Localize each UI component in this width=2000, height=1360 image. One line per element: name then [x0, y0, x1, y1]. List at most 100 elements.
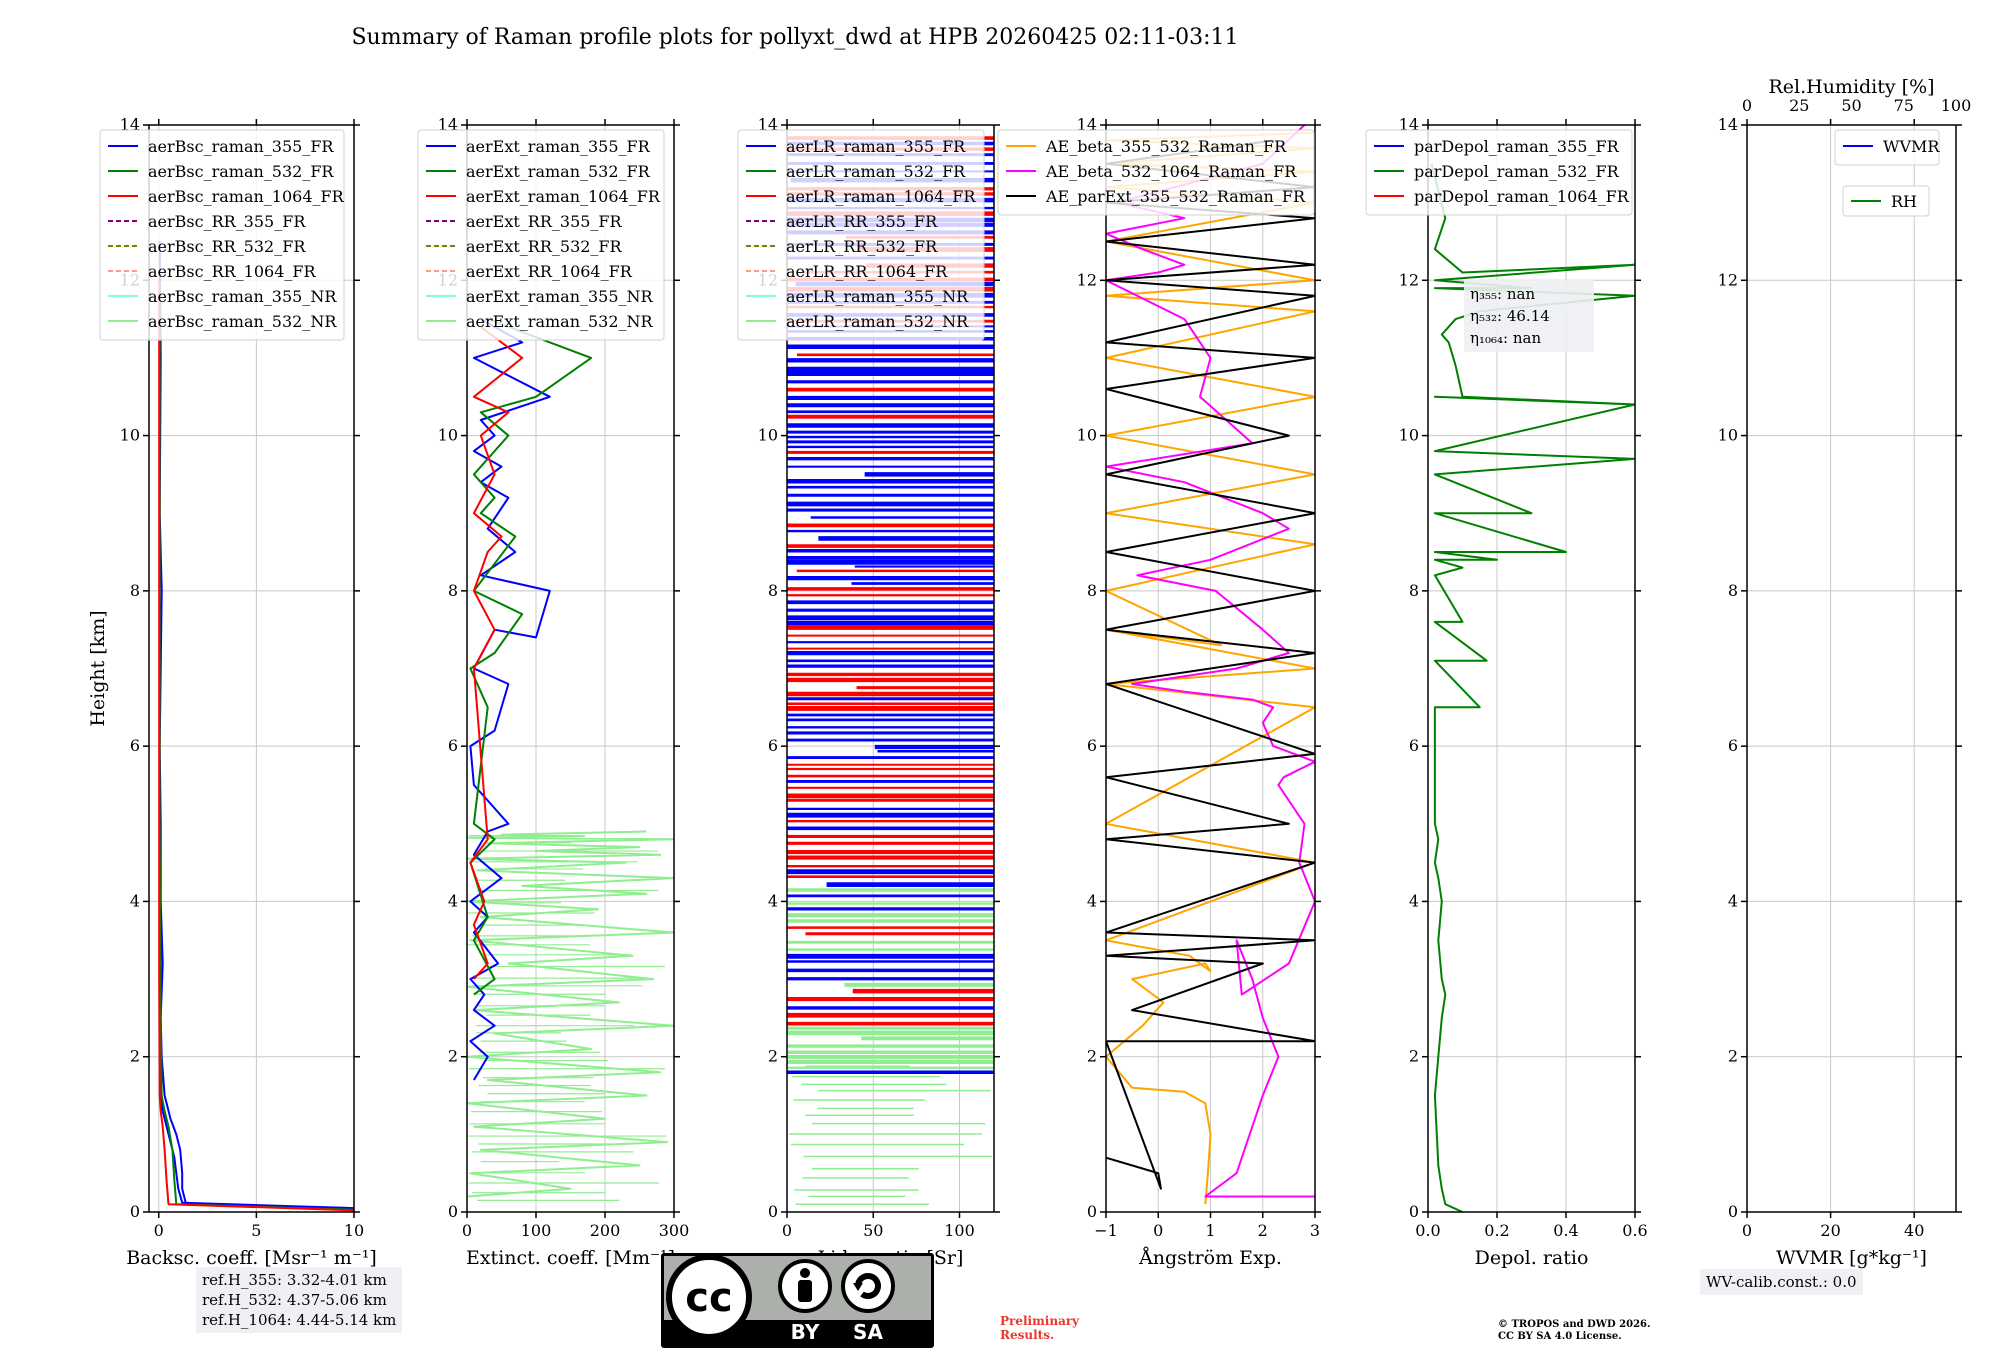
legend-label: aerLR_raman_532_NR	[786, 312, 969, 331]
y-tick-label: 0	[448, 1202, 458, 1221]
top-tick-label: 100	[1941, 96, 1972, 115]
x-tick-label: 3	[1310, 1221, 1320, 1240]
preliminary-results-note: Preliminary Results.	[1000, 1314, 1079, 1342]
y-tick-label: 10	[1077, 426, 1097, 445]
wv-calibration-constant: WV-calib.const.: 0.0	[1706, 1273, 1857, 1291]
top-tick-label: 25	[1789, 96, 1809, 115]
y-tick-label: 12	[1077, 270, 1097, 289]
x-tick-label: 100	[944, 1221, 975, 1240]
legend-label-rh: RH	[1891, 192, 1917, 211]
plot-area-depolarization	[1430, 163, 1635, 1212]
panel-lidar_ratio: 02468101214050100Lidar ratio [Sr]aerLR_r…	[737, 115, 1000, 1269]
preliminary-line-2: Results.	[1000, 1328, 1055, 1342]
legend-label: aerExt_raman_532_NR	[466, 312, 654, 331]
series-parDepol_raman_532_FR	[1430, 163, 1635, 1212]
legend-label: aerBsc_raman_532_NR	[148, 312, 337, 331]
panel-depolarization: 0 2 4 6 8 10 12 14 0.0 0.2 0.4 0.6 Depol. ratio parDe…	[1365, 115, 1648, 1269]
y-tick-label: 0	[1087, 1202, 1097, 1221]
wv-calibration-box: WV-calib.const.: 0.0	[1700, 1269, 1863, 1295]
plot-area-extinction	[467, 318, 674, 1201]
figure-title: Summary of Raman profile plots for polly…	[351, 25, 1238, 50]
x-tick-label: 40	[1904, 1221, 1924, 1240]
y-tick-label: 4	[1409, 891, 1419, 910]
x-tick-label: 2	[1258, 1221, 1268, 1240]
y-tick-label: 2	[130, 1047, 140, 1066]
series-aerBsc_raman_532_FR	[158, 280, 354, 1211]
legend-label: aerExt_raman_1064_FR	[466, 187, 661, 206]
legend-angstrom: AE_beta_355_532_Raman_FR AE_beta_532_1064…	[997, 129, 1315, 216]
legend-extinction: aerExt_raman_355_FR aerExt_raman_532_FRae…	[417, 129, 665, 341]
legend-depolarization: parDepol_raman_355_FR parDepol_raman_532_…	[1365, 129, 1633, 216]
y-tick-label: 4	[1087, 891, 1097, 910]
top-tick-label: 0	[1742, 96, 1752, 115]
panel-extinction: 024681012140100200300Extinct. coeff. [Mm…	[417, 115, 690, 1269]
y-tick-label: 14	[1718, 115, 1738, 134]
y-tick-label: 6	[130, 736, 140, 755]
x-tick-label: 0.4	[1553, 1221, 1578, 1240]
x-axis-label: Ångström Exp.	[1138, 1247, 1282, 1269]
y-tick-label: 8	[1087, 581, 1097, 600]
top-tick-label: 50	[1841, 96, 1861, 115]
legend-box	[417, 129, 665, 341]
y-tick-label: 14	[438, 115, 458, 134]
y-tick-label: 0	[1409, 1202, 1419, 1221]
eta-line: η₃₅₅: nan	[1470, 285, 1535, 303]
x-tick-label: 0	[1153, 1221, 1163, 1240]
legend-label: aerLR_RR_355_FR	[786, 212, 938, 231]
y-tick-label: 6	[448, 736, 458, 755]
legend-label: aerLR_raman_355_FR	[786, 137, 966, 156]
cc-by-label: BY	[791, 1320, 820, 1344]
legend-label: parDepol_raman_1064_FR	[1414, 187, 1630, 206]
legend-backscatter: aerBsc_raman_355_FR aerBsc_raman_532_FRae…	[99, 129, 345, 341]
share-alike-icon	[841, 1259, 895, 1313]
y-tick-label: 12	[1399, 270, 1419, 289]
series-AE_beta_532_1064_Raman_FR	[1106, 125, 1315, 1198]
cc-license-badge: cc BY SA	[661, 1253, 934, 1348]
top-axis-label: Rel.Humidity [%]	[1768, 76, 1934, 98]
legend-box	[99, 129, 345, 341]
x-tick-label: 200	[590, 1221, 621, 1240]
legend-label: aerExt_raman_532_FR	[466, 162, 651, 181]
x-tick-label: 100	[521, 1221, 552, 1240]
legend-box-rh	[1842, 185, 1930, 217]
y-tick-label: 14	[1399, 115, 1419, 134]
legend-box	[997, 129, 1315, 216]
ref-height-532: ref.H_532: 4.37-5.06 km	[202, 1291, 387, 1309]
x-tick-label: 0.0	[1415, 1221, 1440, 1240]
y-tick-label: 12	[1718, 270, 1738, 289]
cc-logo-text: cc	[685, 1275, 732, 1321]
copyright-line-1: © TROPOS and DWD 2026.	[1498, 1319, 1651, 1330]
legend-water_vapor: WVMR RH	[1834, 129, 1940, 217]
series-aerBsc_raman_1064_FR	[158, 280, 354, 1212]
y-tick-label: 4	[448, 891, 458, 910]
legend-label: aerExt_RR_355_FR	[466, 212, 623, 231]
y-tick-label: 8	[130, 581, 140, 600]
y-tick-label: 14	[758, 115, 778, 134]
y-tick-label: 0	[768, 1202, 778, 1221]
x-tick-label: 0.6	[1622, 1221, 1647, 1240]
x-tick-label: 0	[1742, 1221, 1752, 1240]
legend-label: aerLR_RR_1064_FR	[786, 262, 948, 281]
series-aerExt_raman_355_FR	[469, 318, 551, 1081]
eta-line: η₁₀₆₄: nan	[1470, 329, 1541, 347]
y-tick-label: 2	[448, 1047, 458, 1066]
x-tick-label: −1	[1094, 1221, 1118, 1240]
series-aerExt_raman_532_FR	[469, 318, 593, 996]
legend-label: AE_beta_532_1064_Raman_FR	[1045, 162, 1297, 181]
y-tick-label: 10	[758, 426, 778, 445]
y-tick-label: 6	[1728, 736, 1738, 755]
legend-box	[737, 129, 985, 341]
x-tick-label: 50	[863, 1221, 883, 1240]
legend-label: WVMR	[1883, 137, 1940, 156]
y-tick-label: 10	[438, 426, 458, 445]
y-tick-label: 10	[1399, 426, 1419, 445]
x-tick-label: 300	[659, 1221, 690, 1240]
legend-label: aerLR_raman_355_NR	[786, 287, 969, 306]
y-tick-label: 4	[1728, 891, 1738, 910]
x-tick-label: 1	[1205, 1221, 1215, 1240]
legend-label: aerBsc_raman_355_FR	[148, 137, 334, 156]
y-tick-label: 14	[1077, 115, 1097, 134]
preliminary-line-1: Preliminary	[1000, 1314, 1080, 1328]
y-tick-label: 14	[120, 115, 140, 134]
